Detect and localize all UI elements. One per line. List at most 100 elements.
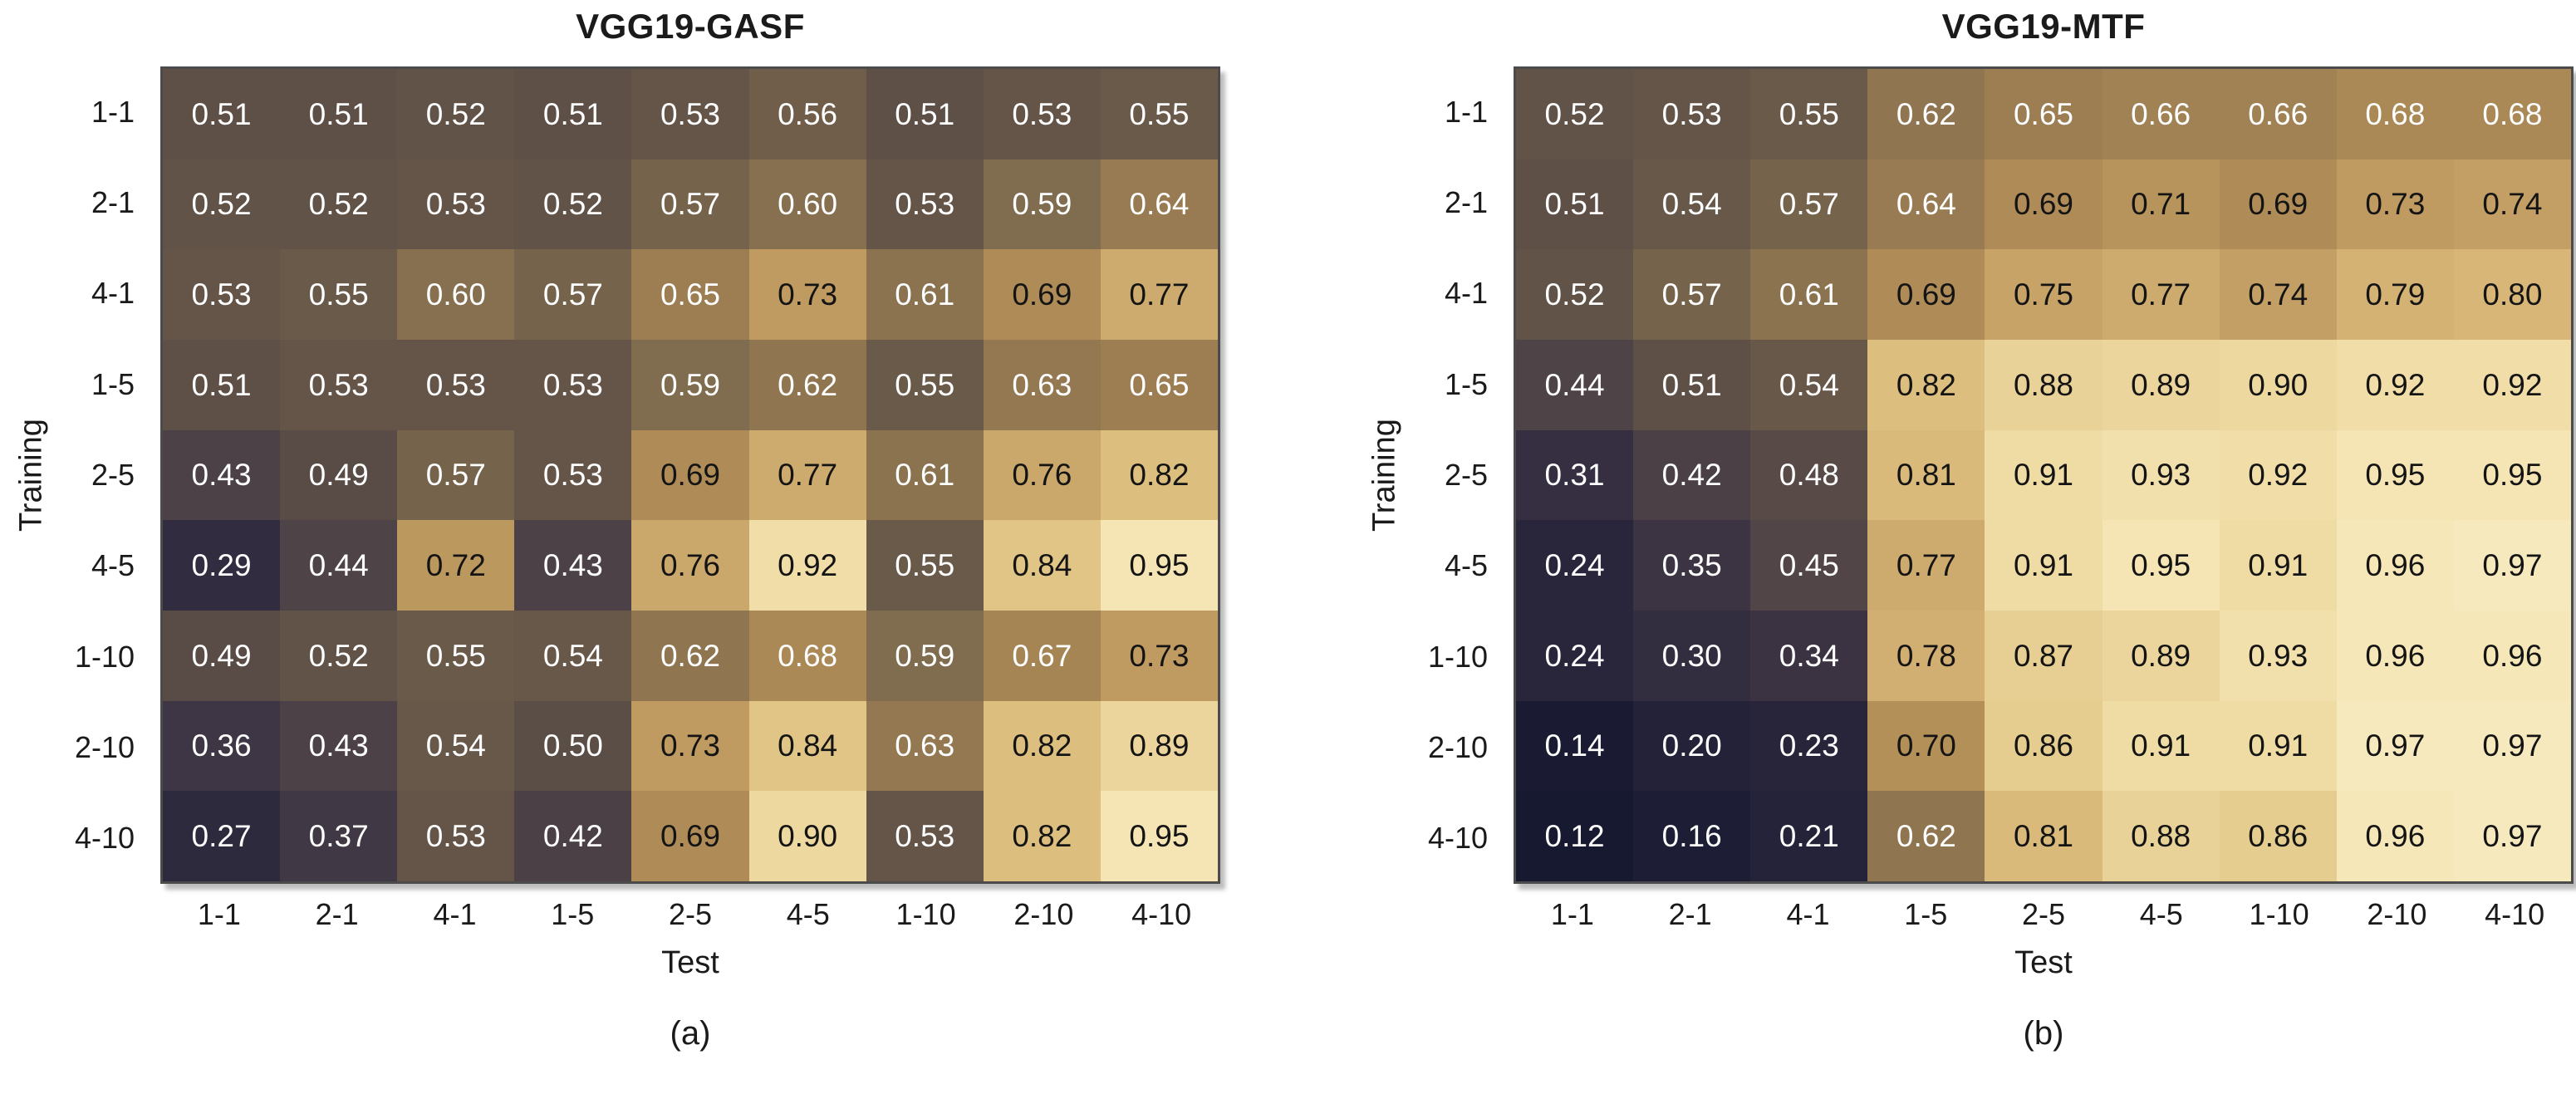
heatmap-cell: 0.95 <box>1100 520 1218 611</box>
heatmap-cell: 0.92 <box>2219 429 2337 521</box>
heatmap-cell: 0.52 <box>163 159 281 250</box>
heatmap-cell: 0.73 <box>631 700 749 792</box>
heatmap-cell: 0.30 <box>1633 610 1751 701</box>
y-tick-label: 1-1 <box>1444 94 1488 129</box>
heatmap-cell: 0.69 <box>2219 159 2337 250</box>
heatmap-cell: 0.42 <box>514 791 632 881</box>
heatmap-cell: 0.72 <box>397 520 515 611</box>
heatmap-cell: 0.92 <box>748 520 866 611</box>
heatmap-cell: 0.78 <box>1867 610 1985 701</box>
heatmap-cell: 0.68 <box>2336 69 2454 159</box>
heatmap-cell: 0.89 <box>2102 610 2220 701</box>
heatmap-cell: 0.56 <box>748 69 866 159</box>
x-tick-label: 2-1 <box>1668 897 1712 931</box>
heatmap-cell: 0.76 <box>631 520 749 611</box>
heatmap-cell: 0.73 <box>2336 159 2454 250</box>
heatmap-cell: 0.51 <box>866 69 984 159</box>
panel-a-x-axis-label: Test <box>661 945 719 980</box>
x-tick-label: 1-10 <box>895 897 956 931</box>
heatmap-cell: 0.77 <box>1867 520 1985 611</box>
heatmap-cell: 0.35 <box>1633 520 1751 611</box>
heatmap-cell: 0.45 <box>1750 520 1868 611</box>
heatmap-cell: 0.65 <box>631 249 749 340</box>
heatmap-cell: 0.52 <box>397 69 515 159</box>
heatmap-cell: 0.81 <box>1985 791 2103 881</box>
heatmap-cell: 0.95 <box>2336 429 2454 521</box>
y-tick-label: 1-5 <box>1444 366 1488 401</box>
heatmap-cell: 0.49 <box>280 429 398 521</box>
x-tick-label: 4-1 <box>1786 897 1830 931</box>
heatmap-cell: 0.53 <box>514 339 632 430</box>
heatmap-cell: 0.63 <box>866 700 984 792</box>
heatmap-cell: 0.54 <box>514 610 632 701</box>
y-tick-label: 4-1 <box>91 276 135 311</box>
heatmap-cell: 0.44 <box>280 520 398 611</box>
heatmap-cell: 0.53 <box>397 791 515 881</box>
heatmap-cell: 0.86 <box>2219 791 2337 881</box>
heatmap-cell: 0.57 <box>397 429 515 521</box>
heatmap-cell: 0.24 <box>1516 610 1634 701</box>
heatmap-cell: 0.90 <box>2219 339 2337 430</box>
heatmap-cell: 0.96 <box>2453 610 2571 701</box>
heatmap-cell: 0.43 <box>280 700 398 792</box>
heatmap-cell: 0.71 <box>2102 159 2220 250</box>
heatmap-cell: 0.53 <box>1633 69 1751 159</box>
x-tick-label: 2-5 <box>669 897 713 931</box>
panel-a-y-tick-labels: 1-1 2-1 4-1 1-5 2-5 4-5 1-10 2-10 4-10 <box>0 66 148 884</box>
heatmap-cell: 0.65 <box>1100 339 1218 430</box>
heatmap-cell: 0.51 <box>514 69 632 159</box>
heatmap-cell: 0.54 <box>1633 159 1751 250</box>
heatmap-cell: 0.96 <box>2336 520 2454 611</box>
heatmap-cell: 0.73 <box>748 249 866 340</box>
y-tick-label: 2-5 <box>91 457 135 492</box>
heatmap-cell: 0.49 <box>163 610 281 701</box>
heatmap-cell: 0.36 <box>163 700 281 792</box>
heatmap-cell: 0.29 <box>163 520 281 611</box>
y-tick-label: 4-5 <box>91 548 135 583</box>
heatmap-cell: 0.79 <box>2336 249 2454 340</box>
heatmap-cell: 0.91 <box>1985 429 2103 521</box>
heatmap-cell: 0.53 <box>397 159 515 250</box>
heatmap-cell: 0.55 <box>866 520 984 611</box>
heatmap-cell: 0.59 <box>631 339 749 430</box>
heatmap-cell: 0.52 <box>1516 69 1634 159</box>
panel-a-caption: (a) <box>670 1015 711 1052</box>
heatmap-cell: 0.82 <box>983 791 1101 881</box>
heatmap-cell: 0.53 <box>631 69 749 159</box>
heatmap-cell: 0.91 <box>2219 700 2337 792</box>
heatmap-cell: 0.53 <box>514 429 632 521</box>
heatmap-cell: 0.31 <box>1516 429 1634 521</box>
heatmap-cell: 0.52 <box>280 159 398 250</box>
y-tick-label: 4-10 <box>1427 821 1488 856</box>
heatmap-cell: 0.14 <box>1516 700 1634 792</box>
heatmap-cell: 0.52 <box>1516 249 1634 340</box>
x-tick-label: 4-10 <box>2485 897 2545 931</box>
panel-b-x-tick-labels: 1-1 2-1 4-1 1-5 2-5 4-5 1-10 2-10 4-10 <box>1514 897 2574 935</box>
heatmap-cell: 0.53 <box>397 339 515 430</box>
heatmap-cell: 0.93 <box>2219 610 2337 701</box>
x-tick-label: 2-1 <box>315 897 359 931</box>
x-tick-label: 4-5 <box>786 897 830 931</box>
heatmap-cell: 0.97 <box>2453 700 2571 792</box>
heatmap-cell: 0.44 <box>1516 339 1634 430</box>
heatmap-cell: 0.93 <box>2102 429 2220 521</box>
y-tick-label: 1-1 <box>91 94 135 129</box>
heatmap-cell: 0.91 <box>1985 520 2103 611</box>
heatmap-cell: 0.82 <box>1100 429 1218 521</box>
heatmap-cell: 0.51 <box>1516 159 1634 250</box>
heatmap-cell: 0.59 <box>983 159 1101 250</box>
y-tick-label: 1-10 <box>74 639 135 674</box>
y-tick-label: 2-1 <box>91 184 135 219</box>
heatmap-cell: 0.55 <box>280 249 398 340</box>
y-tick-label: 2-1 <box>1444 184 1488 219</box>
heatmap-cell: 0.91 <box>2219 520 2337 611</box>
heatmap-cell: 0.53 <box>163 249 281 340</box>
panel-a-x-tick-labels: 1-1 2-1 4-1 1-5 2-5 4-5 1-10 2-10 4-10 <box>160 897 1220 935</box>
heatmap-cell: 0.63 <box>983 339 1101 430</box>
heatmap-cell: 0.61 <box>866 249 984 340</box>
heatmap-cell: 0.90 <box>748 791 866 881</box>
heatmap-cell: 0.51 <box>163 339 281 430</box>
heatmap-cell: 0.69 <box>631 429 749 521</box>
heatmap-cell: 0.64 <box>1867 159 1985 250</box>
heatmap-cell: 0.57 <box>1633 249 1751 340</box>
